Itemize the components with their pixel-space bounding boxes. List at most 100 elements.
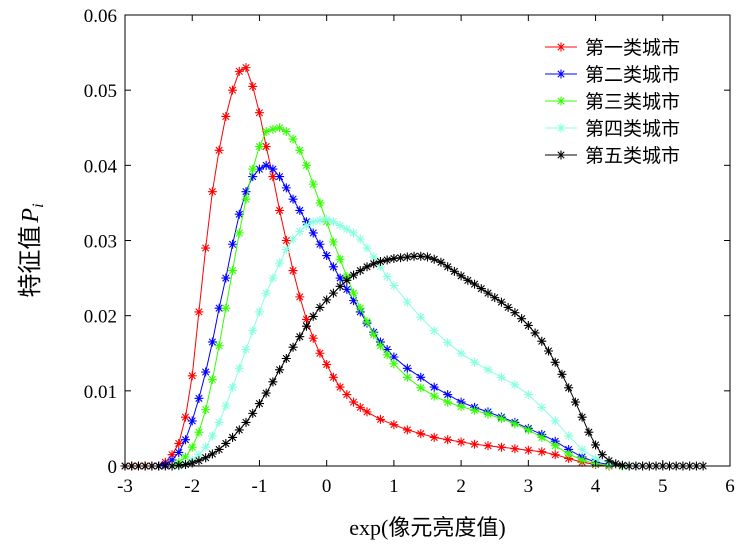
data-point xyxy=(221,111,231,121)
data-point xyxy=(436,257,446,267)
x-tick-label: 1 xyxy=(389,476,399,497)
data-point xyxy=(564,453,574,463)
data-point xyxy=(537,402,547,412)
data-point xyxy=(167,455,177,465)
data-point xyxy=(275,123,285,133)
data-point xyxy=(443,390,453,400)
legend-item: 第四类城市 xyxy=(545,118,680,140)
x-tick-label: 6 xyxy=(725,476,735,497)
y-axis-title: 特征值 Pi xyxy=(16,203,47,297)
data-point xyxy=(483,441,493,451)
data-point xyxy=(295,226,305,236)
data-point xyxy=(335,281,345,291)
data-point xyxy=(335,254,345,264)
data-point xyxy=(564,444,574,454)
legend-swatch-marker xyxy=(556,42,566,52)
data-point xyxy=(611,459,621,469)
data-point xyxy=(355,303,365,313)
data-point xyxy=(214,341,224,351)
data-point xyxy=(463,275,473,285)
data-point xyxy=(416,383,426,393)
data-point xyxy=(369,252,379,262)
data-point xyxy=(617,460,627,470)
data-point xyxy=(470,405,480,415)
data-point xyxy=(302,314,311,324)
data-point xyxy=(248,172,258,182)
data-point xyxy=(402,372,412,382)
data-point xyxy=(349,228,359,238)
data-point xyxy=(597,450,607,460)
x-tick-label: -1 xyxy=(252,476,268,497)
data-point xyxy=(362,317,372,327)
data-point xyxy=(510,419,520,429)
data-point xyxy=(181,452,190,462)
data-point xyxy=(523,425,533,435)
data-point xyxy=(275,172,285,182)
data-point xyxy=(207,337,217,347)
legend-swatch-marker xyxy=(556,96,566,106)
data-point xyxy=(429,432,439,442)
data-point xyxy=(416,429,426,439)
legend-item: 第二类城市 xyxy=(545,64,680,86)
data-point xyxy=(564,449,574,459)
data-point xyxy=(187,371,197,381)
data-point xyxy=(402,252,412,262)
series-2 xyxy=(154,160,627,471)
y-tick-label: 0.01 xyxy=(84,382,117,403)
y-axis-title-subscript: i xyxy=(30,203,47,207)
data-point xyxy=(174,447,184,457)
y-tick-label: 0.03 xyxy=(84,232,117,253)
data-point xyxy=(409,251,419,261)
data-point xyxy=(389,254,399,264)
data-point xyxy=(295,332,305,342)
data-point xyxy=(207,431,217,441)
data-point xyxy=(604,456,614,466)
data-point xyxy=(523,390,533,400)
data-point xyxy=(362,262,372,272)
data-point xyxy=(496,442,506,452)
legend-item: 第三类城市 xyxy=(545,91,680,113)
data-point xyxy=(396,253,406,263)
y-tick-label: 0.06 xyxy=(84,6,117,27)
data-point xyxy=(201,453,211,463)
data-point xyxy=(423,252,432,262)
data-point xyxy=(591,453,601,463)
data-point xyxy=(402,425,412,435)
data-point xyxy=(234,209,244,219)
data-point xyxy=(248,81,258,91)
x-tick-label: 5 xyxy=(658,476,668,497)
data-point xyxy=(349,288,359,298)
data-point xyxy=(214,417,224,427)
data-point xyxy=(335,273,345,283)
data-point xyxy=(228,85,238,95)
data-point xyxy=(241,63,251,73)
data-point xyxy=(308,228,318,238)
legend-swatch-marker xyxy=(556,150,566,160)
data-point xyxy=(375,257,385,267)
series-line xyxy=(171,127,623,467)
data-point xyxy=(456,402,466,412)
data-point xyxy=(389,352,399,362)
data-point xyxy=(456,271,466,281)
data-point xyxy=(254,307,264,317)
data-point xyxy=(194,307,204,317)
data-point xyxy=(584,427,594,437)
data-point xyxy=(510,308,520,318)
data-point xyxy=(369,329,379,339)
data-point xyxy=(349,296,359,306)
data-point xyxy=(375,341,385,351)
data-point xyxy=(275,205,285,215)
data-point xyxy=(228,239,238,249)
data-point xyxy=(557,369,567,379)
data-point xyxy=(544,346,553,356)
data-point xyxy=(342,390,352,400)
data-point xyxy=(288,194,298,204)
data-point xyxy=(248,164,258,174)
x-tick-label: 0 xyxy=(322,476,332,497)
data-point xyxy=(429,254,439,264)
data-point xyxy=(187,442,197,452)
data-point xyxy=(322,214,332,224)
data-point xyxy=(470,357,480,367)
data-point xyxy=(510,380,520,390)
